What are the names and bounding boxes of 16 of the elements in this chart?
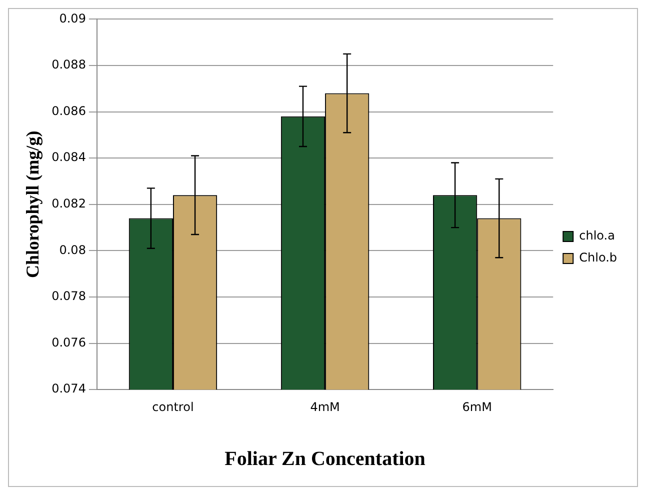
y-axis-title: Chlorophyll (mg/g) bbox=[22, 130, 42, 278]
y-tick-label: 0.082 bbox=[52, 196, 86, 211]
y-tick-label: 0.076 bbox=[52, 335, 86, 350]
x-tick-label: 4mM bbox=[310, 400, 340, 414]
y-tick-label: 0.088 bbox=[52, 58, 86, 72]
y-tick-label: 0.084 bbox=[52, 150, 86, 164]
x-axis-title: Foliar Zn Concentation bbox=[224, 448, 426, 470]
y-tick-label: 0.074 bbox=[52, 382, 86, 396]
y-tick-label: 0.08 bbox=[59, 242, 86, 257]
legend-label: Chlo.b bbox=[579, 250, 618, 265]
x-tick-label: control bbox=[152, 400, 194, 414]
y-tick-label: 0.078 bbox=[52, 289, 86, 304]
x-tick-label: 6mM bbox=[462, 400, 492, 414]
y-tick-label: 0.086 bbox=[52, 104, 86, 118]
y-tick-label: 0.09 bbox=[59, 11, 86, 26]
legend-label: chlo.a bbox=[579, 228, 615, 243]
